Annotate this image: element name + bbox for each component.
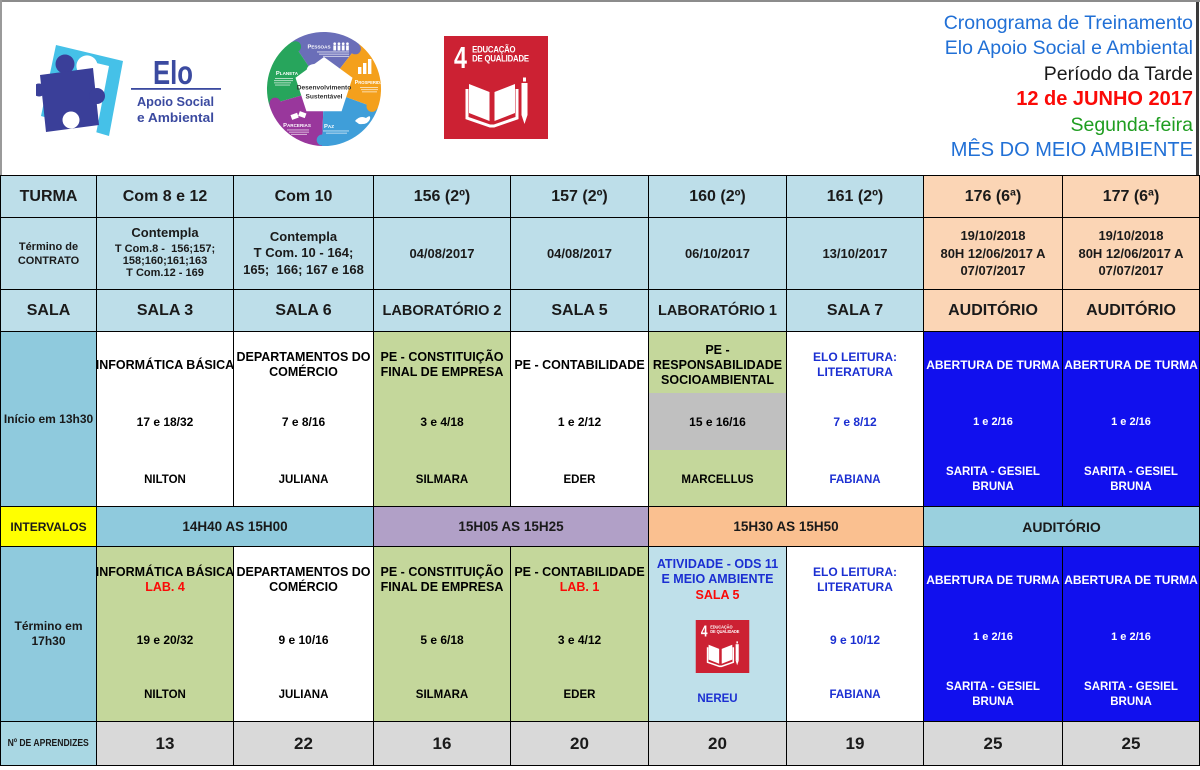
svg-text:PLANETA: PLANETA: [276, 71, 299, 77]
svg-text:EDUCAÇÃO: EDUCAÇÃO: [472, 44, 516, 55]
svg-text:Apoio Social: Apoio Social: [137, 94, 214, 109]
svg-text:DE QUALIDADE: DE QUALIDADE: [472, 54, 529, 64]
svg-text:4: 4: [454, 40, 468, 75]
svg-text:PAZ: PAZ: [324, 124, 334, 130]
svg-text:Desenvolvimento: Desenvolvimento: [297, 85, 352, 92]
svg-text:Elo: Elo: [153, 54, 193, 91]
svg-text:PROSPERID.: PROSPERID.: [355, 80, 382, 86]
svg-text:PESSOAS: PESSOAS: [307, 45, 330, 51]
svg-text:PARCERIAS: PARCERIAS: [283, 123, 311, 129]
svg-text:Sustentável: Sustentável: [305, 94, 342, 101]
svg-text:e Ambiental: e Ambiental: [137, 110, 214, 125]
